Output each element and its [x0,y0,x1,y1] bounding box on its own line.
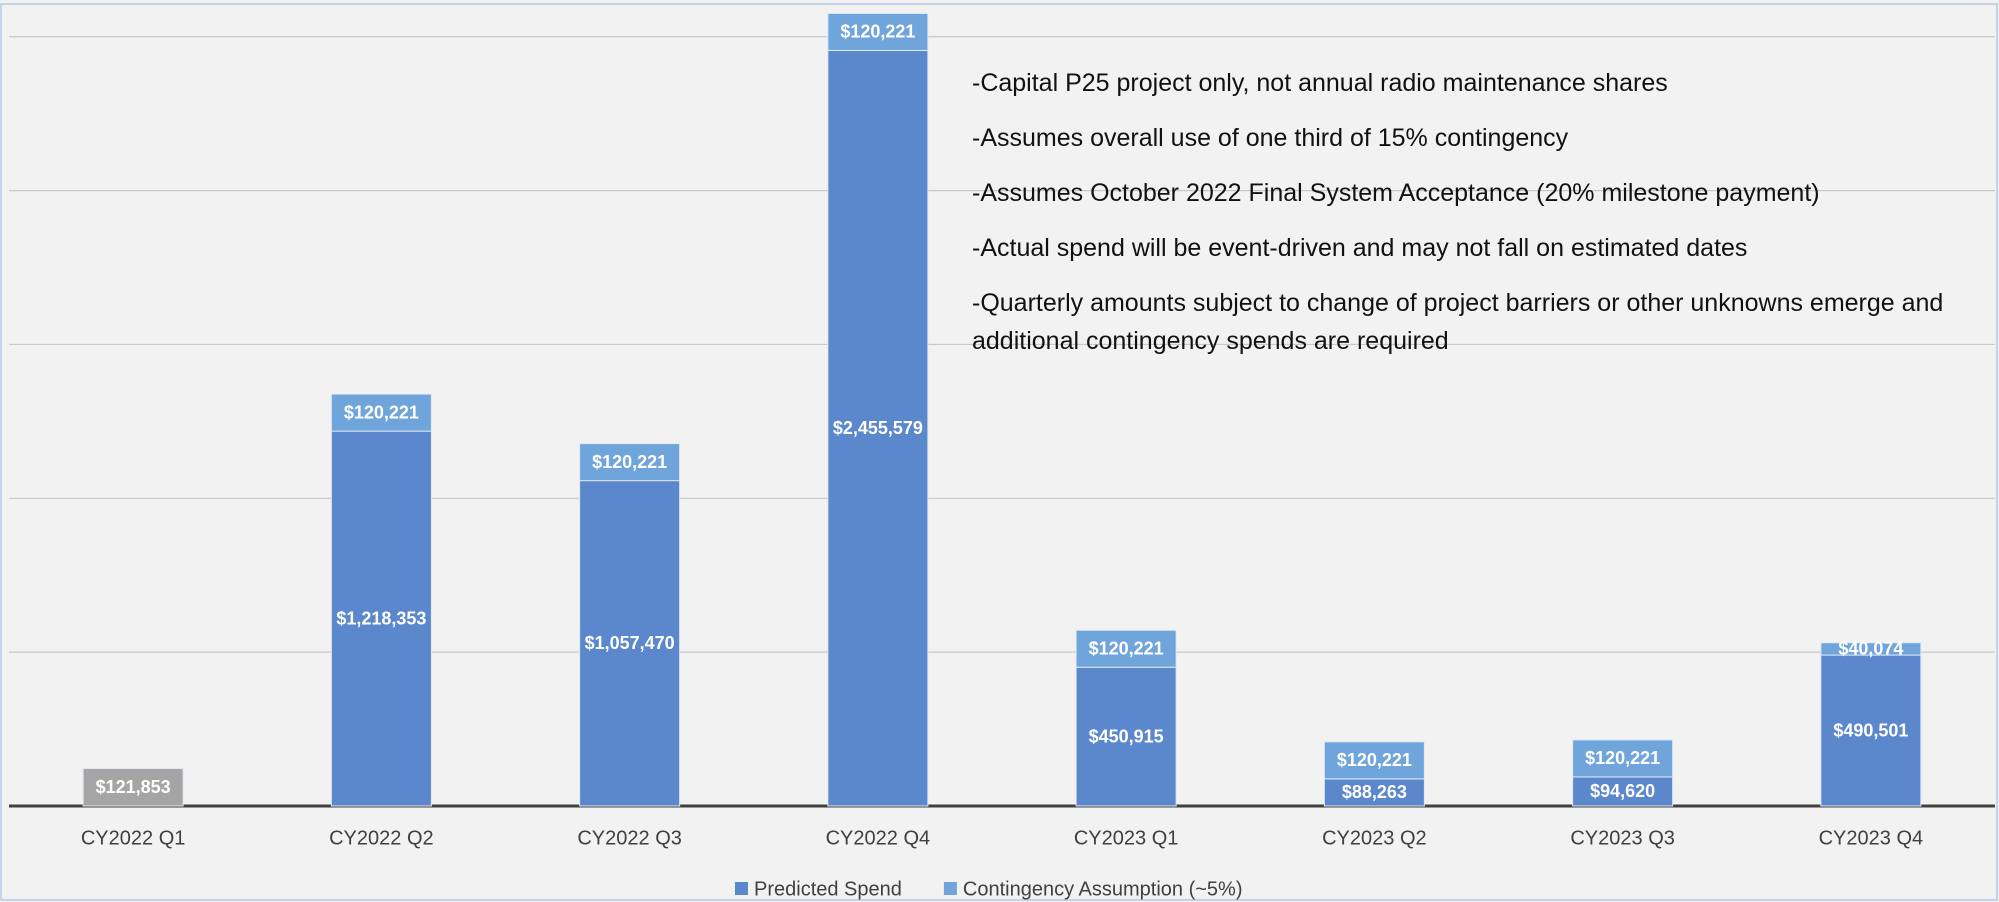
annotation: -Assumes overall use of one third of 15%… [972,124,1569,152]
x-tick-label: CY2022 Q2 [329,827,434,849]
bar-segment [82,768,184,807]
legend-label: Contingency Assumption (~5%) [963,878,1243,900]
bar-segment [1572,776,1674,807]
x-tick-label: CY2023 Q1 [1074,827,1179,849]
bar-segment [1820,642,1922,656]
x-tick-label: CY2022 Q4 [826,827,931,849]
x-tick-label: CY2022 Q3 [577,827,682,849]
data-label: $88,263 [1342,782,1407,802]
data-label: $94,620 [1590,781,1655,801]
data-label: $450,915 [1089,726,1164,746]
data-label: $40,074 [1838,639,1903,659]
bar-segment [330,393,432,432]
bar-segment [579,480,681,807]
bar-segment [1323,741,1425,780]
data-label: $121,853 [96,777,171,797]
annotation: -Capital P25 project only, not annual ra… [972,69,1668,97]
x-tick-label: CY2022 Q1 [81,827,186,849]
data-label: $120,221 [1585,748,1660,768]
legend-swatch [735,882,748,895]
data-label: $490,501 [1833,720,1908,740]
data-label: $1,057,470 [585,633,675,653]
legend-swatch [943,882,957,895]
annotations: -Capital P25 project only, not annual ra… [972,64,1992,377]
annotation: -Actual spend will be event-driven and m… [972,234,1748,262]
data-label: $120,221 [1089,639,1164,659]
bar-segment [1323,778,1425,807]
data-label: $120,221 [840,22,915,42]
data-label: $120,221 [344,402,419,422]
bar-segment [1075,666,1177,807]
bar-segment [827,12,929,51]
x-tick-label: CY2023 Q2 [1322,827,1427,849]
annotation: -Quarterly amounts subject to change of … [972,289,1944,355]
data-label: $2,455,579 [833,418,923,438]
bar-segment [827,49,929,807]
bar-segment [330,430,432,807]
data-label: $1,218,353 [336,608,426,628]
bar-segment [579,443,681,482]
annotation: -Assumes October 2022 Final System Accep… [972,179,1820,207]
data-label: $120,221 [592,452,667,472]
bar-segment [1572,739,1674,778]
legend-label: Predicted Spend [754,878,902,900]
bar-segment [1075,629,1177,668]
data-label: $120,221 [1337,750,1412,770]
x-tick-label: CY2023 Q3 [1570,827,1675,849]
x-tick-label: CY2023 Q4 [1819,827,1924,849]
